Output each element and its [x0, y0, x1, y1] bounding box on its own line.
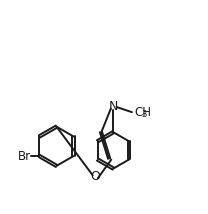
Text: Br: Br: [18, 150, 31, 163]
Text: CH: CH: [134, 106, 151, 119]
Text: N: N: [109, 101, 118, 113]
Text: O: O: [90, 170, 100, 183]
Text: 3: 3: [142, 110, 147, 119]
